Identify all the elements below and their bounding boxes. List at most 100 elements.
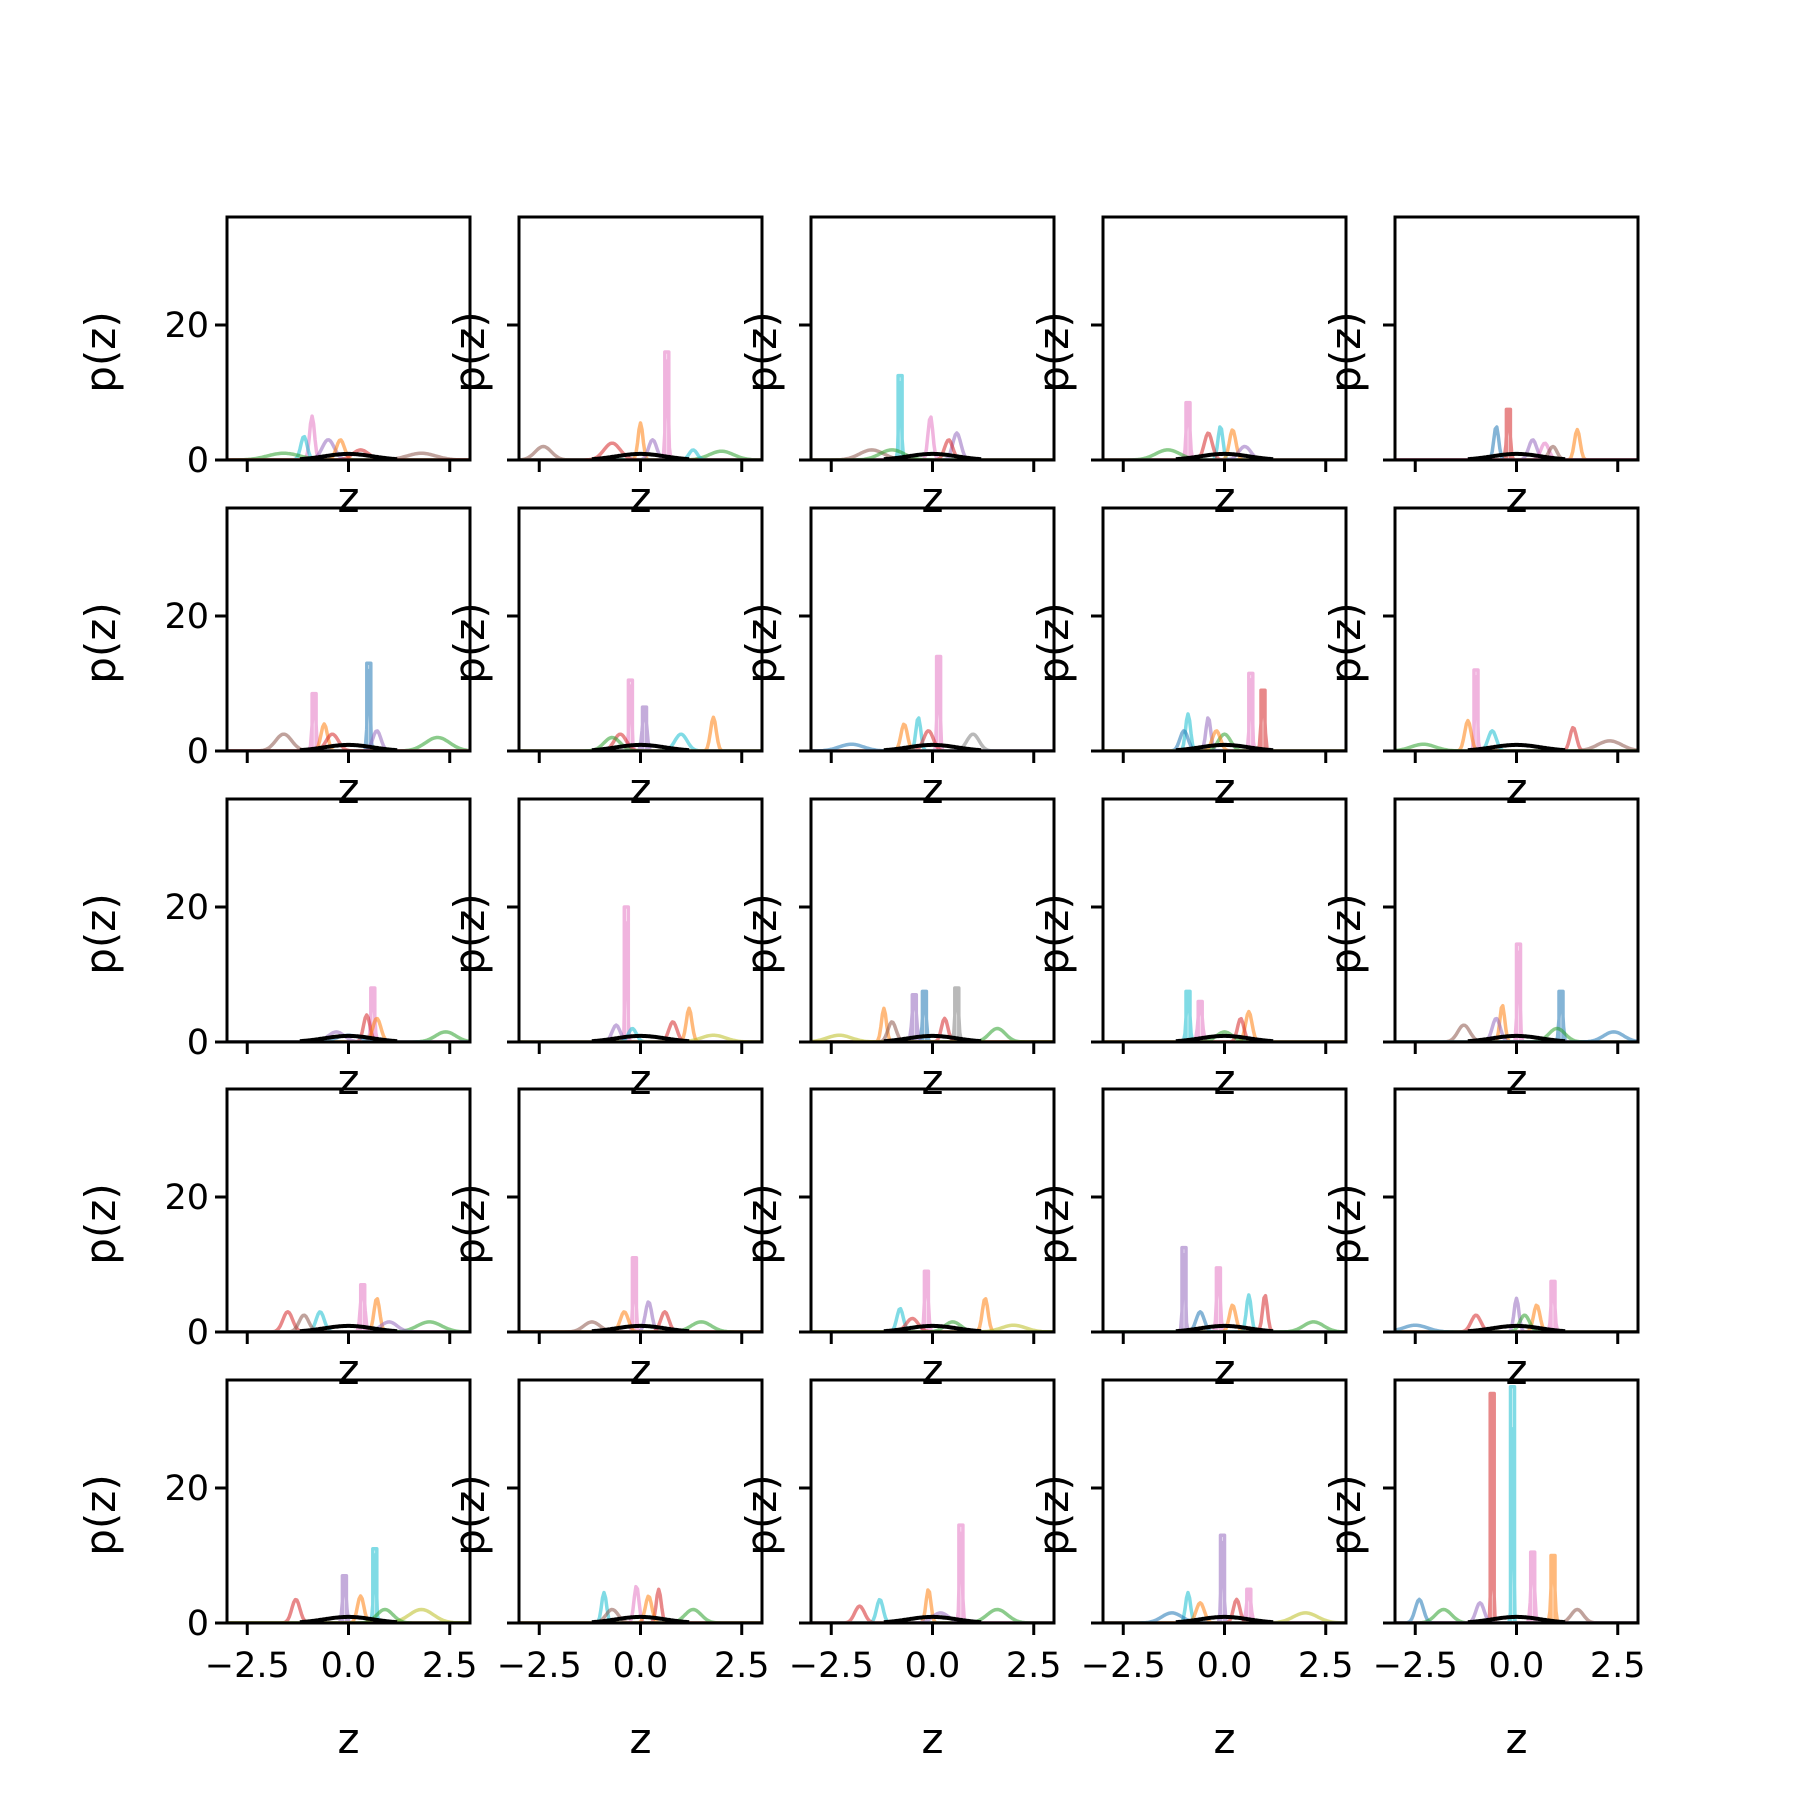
subplot-r3-c5: z p(z)	[1321, 797, 1640, 1104]
subplot-r2-c5: z p(z)	[1321, 506, 1640, 813]
subplot-r2-c4: z p(z)	[1029, 506, 1348, 813]
x-tick-label: −2.5	[789, 1646, 874, 1686]
pdf-curve	[1395, 1296, 1638, 1332]
x-axis-label: z	[1505, 1055, 1527, 1104]
x-axis-label: z	[1213, 1345, 1235, 1394]
x-tick-label: −2.5	[1373, 1646, 1458, 1686]
pdf-curve	[519, 905, 762, 1042]
mean-curve	[299, 1323, 398, 1332]
y-axis-label: p(z)	[445, 893, 494, 974]
plot-area	[811, 986, 1054, 1042]
pdf-curve	[1395, 668, 1638, 751]
subplot-r5-c2: −2.5 0.0 2.5 z p(z)	[445, 1378, 770, 1763]
plot-area	[811, 373, 1054, 460]
mean-curve	[1467, 1033, 1566, 1042]
axes-frame	[517, 1087, 764, 1334]
mean-curve	[883, 451, 982, 460]
y-axis-label: p(z)	[445, 1183, 494, 1264]
pdf-curve	[227, 735, 470, 751]
pdf-curve	[1103, 1533, 1346, 1623]
subplot-r4-c3: z p(z)	[737, 1087, 1056, 1394]
x-axis-label: z	[921, 764, 943, 813]
mean-curve	[1175, 742, 1274, 751]
mean-curve	[1467, 451, 1566, 460]
plot-area	[811, 654, 1054, 751]
mean-curve	[299, 742, 398, 751]
pdf-curve	[1103, 1245, 1346, 1332]
pdf-curve	[811, 1016, 1054, 1042]
pdf-curve	[227, 451, 470, 460]
y-axis-label: p(z)	[76, 1474, 125, 1555]
plot-area	[1103, 1533, 1346, 1623]
plot-area	[811, 1523, 1054, 1623]
mean-curve	[1467, 742, 1566, 751]
pdf-curve	[227, 1030, 470, 1042]
y-axis-label: p(z)	[445, 1474, 494, 1555]
axes-frame	[225, 215, 472, 462]
pdf-curve	[811, 1020, 1054, 1042]
subplot-r5-c3: −2.5 0.0 2.5 z p(z)	[737, 1378, 1062, 1763]
pdf-curve	[227, 729, 470, 751]
pdf-curve	[811, 986, 1054, 1042]
y-axis-label: p(z)	[76, 1183, 125, 1264]
plot-area	[1395, 668, 1638, 751]
pdf-curve	[811, 1323, 1054, 1332]
subplot-r5-c5: −2.5 0.0 2.5 z p(z)	[1321, 1378, 1646, 1763]
x-axis-label: z	[337, 473, 359, 522]
x-axis-label: z	[1213, 1714, 1235, 1763]
plot-area	[227, 661, 470, 751]
subplot-r3-c1: 0 20 z p(z)	[76, 797, 472, 1104]
x-axis-label: z	[921, 1714, 943, 1763]
x-tick-label: 0.0	[613, 1646, 669, 1686]
axes-frame	[517, 506, 764, 753]
subplot-r1-c4: z p(z)	[1029, 215, 1348, 522]
plot-area	[227, 414, 470, 460]
y-axis-label: p(z)	[737, 893, 786, 974]
pdf-curve	[227, 1574, 470, 1623]
x-tick-label: −2.5	[497, 1646, 582, 1686]
x-axis-label: z	[337, 1345, 359, 1394]
x-axis-label: z	[629, 473, 651, 522]
mean-curve	[1467, 1614, 1566, 1623]
pdf-curve	[811, 654, 1054, 751]
pdf-curve	[227, 1030, 470, 1042]
subplot-grid: 0 20 z p(z) z p(z) z p(z) z p(z) z p(z) 0 20 z p(z) z p(z…	[76, 215, 1646, 1763]
pdf-curve	[1395, 438, 1638, 460]
mean-curve	[299, 451, 398, 460]
x-axis-label: z	[1213, 1055, 1235, 1104]
x-axis-label: z	[1505, 764, 1527, 813]
pdf-curve	[1395, 989, 1638, 1042]
plot-area	[1103, 1245, 1346, 1332]
plot-area	[519, 905, 762, 1042]
x-axis-label: z	[629, 1345, 651, 1394]
pdf-curve	[227, 1283, 470, 1332]
mean-curve	[1467, 1323, 1566, 1332]
y-axis-label: p(z)	[737, 1474, 786, 1555]
pdf-curve	[811, 1269, 1054, 1332]
axes-frame	[1101, 1087, 1348, 1334]
axes-frame	[809, 506, 1056, 753]
plot-area	[227, 1547, 470, 1623]
pdf-curve	[1395, 1550, 1638, 1623]
x-axis-label: z	[1213, 473, 1235, 522]
pdf-curve	[811, 989, 1054, 1042]
x-tick-label: 2.5	[1298, 1646, 1354, 1686]
pdf-curve	[1395, 1385, 1638, 1623]
subplot-r4-c1: 0 20 z p(z)	[76, 1087, 472, 1394]
plot-area	[1395, 942, 1638, 1042]
pdf-curve	[1395, 1030, 1638, 1042]
axes-frame	[1393, 1087, 1640, 1334]
subplot-r2-c3: z p(z)	[737, 506, 1056, 813]
pdf-curve	[1103, 1587, 1346, 1623]
axes-frame	[1101, 215, 1348, 462]
plot-area	[1103, 989, 1346, 1042]
pdf-curve	[227, 451, 470, 460]
pdf-curve	[1395, 1553, 1638, 1623]
pdf-curve	[1103, 1611, 1346, 1623]
mean-curve	[883, 742, 982, 751]
subplot-r5-c4: −2.5 0.0 2.5 z p(z)	[1029, 1378, 1354, 1763]
pdf-curve	[811, 448, 1054, 460]
axes-frame	[1393, 215, 1640, 462]
plot-area	[227, 1283, 470, 1332]
pdf-curve	[811, 1604, 1054, 1623]
